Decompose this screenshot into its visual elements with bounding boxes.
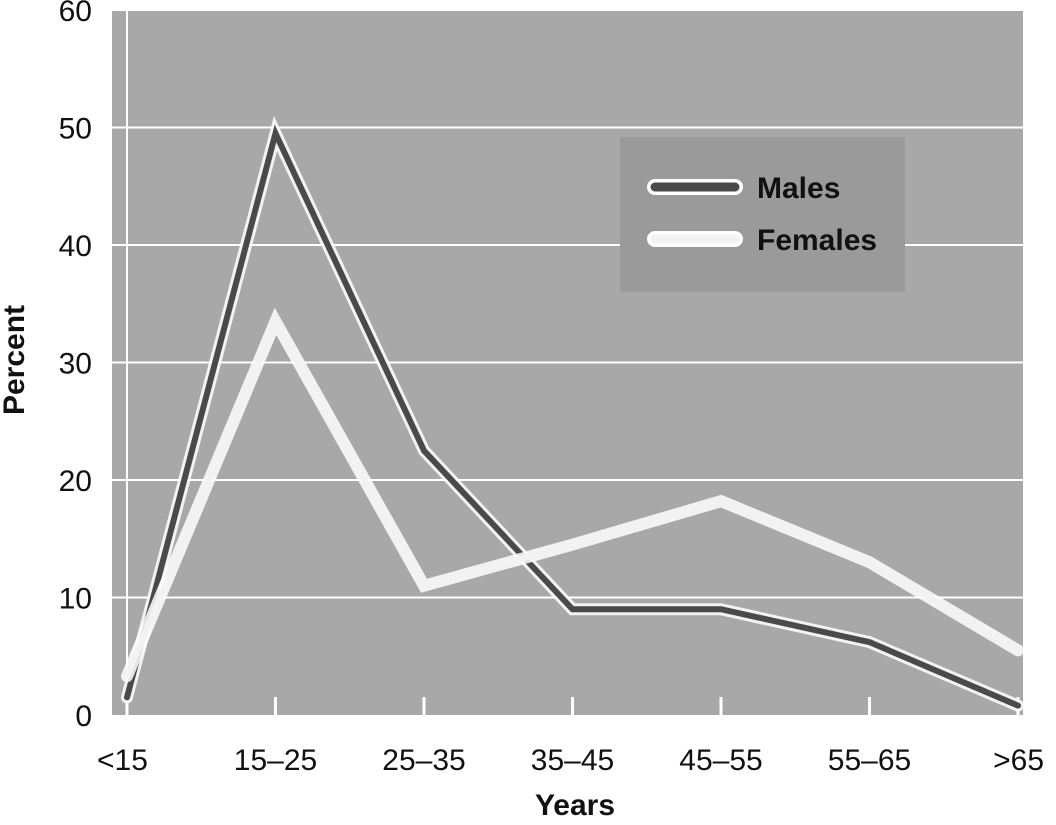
x-tick-label: 45–55 [679, 744, 762, 777]
y-tick-label: 30 [59, 348, 92, 381]
x-axis-title: Years [535, 789, 615, 822]
series-line-males [124, 124, 1021, 709]
x-tick-label: <15 [97, 744, 148, 777]
series-lines [121, 115, 1024, 712]
legend: Males Females [620, 137, 905, 292]
x-tick-label: >65 [993, 744, 1044, 777]
legend-label-males: Males [757, 172, 840, 205]
x-tick-labels: <15 15–25 25–35 35–45 45–55 55–65 >65 [97, 744, 1044, 777]
x-tick-label: 55–65 [828, 744, 911, 777]
y-tick-label: 60 [59, 0, 92, 28]
legend-items: Males Females [647, 172, 877, 257]
x-tick-label: 35–45 [531, 744, 614, 777]
x-tick-label: 15–25 [234, 744, 317, 777]
y-tick-labels: 0 10 20 30 40 50 60 [59, 0, 92, 733]
y-tick-label: 0 [75, 700, 92, 733]
legend-box [620, 137, 905, 292]
y-axis-title: Percent [0, 305, 31, 415]
series-line-females [124, 314, 1021, 680]
y-tick-label: 20 [59, 465, 92, 498]
legend-label-females: Females [757, 224, 877, 257]
y-tick-label: 10 [59, 583, 92, 616]
x-tick-label: 25–35 [382, 744, 465, 777]
y-tick-label: 50 [59, 113, 92, 146]
y-tick-label: 40 [59, 230, 92, 263]
